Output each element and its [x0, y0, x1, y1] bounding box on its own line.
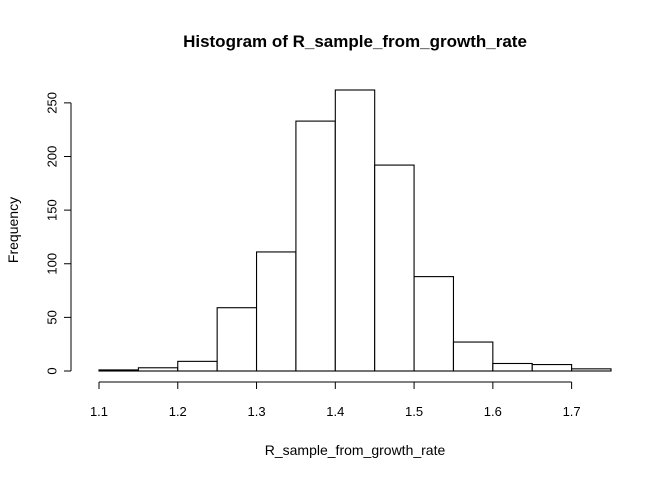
x-axis-label: R_sample_from_growth_rate: [265, 442, 446, 458]
histogram-bar-6: [334, 89, 376, 372]
histogram-bar-0: [98, 369, 139, 372]
x-tick-label-5: 1.6: [484, 404, 502, 419]
x-tick-label-2: 1.3: [247, 404, 265, 419]
y-tick-label-5: 250: [45, 92, 60, 114]
x-tick-label-6: 1.7: [563, 404, 581, 419]
y-tick-label-0: 0: [45, 367, 60, 374]
histogram-bar-4: [255, 251, 297, 372]
y-tick-label-4: 200: [45, 146, 60, 168]
histogram-bar-10: [492, 362, 533, 372]
histogram-bar-2: [177, 360, 218, 372]
histogram-bar-9: [452, 341, 494, 372]
histogram-bar-8: [413, 276, 455, 372]
histogram-bar-3: [216, 307, 258, 372]
y-tick-label-2: 100: [45, 253, 60, 275]
histogram-bars: [98, 89, 612, 372]
histogram-bar-12: [571, 368, 612, 372]
histogram-bar-11: [531, 364, 573, 372]
x-tick-label-4: 1.5: [405, 404, 423, 419]
y-axis: 0 50 100 150 200 250: [45, 92, 72, 375]
histogram-bar-7: [374, 164, 415, 372]
y-tick-label-1: 50: [45, 310, 60, 324]
y-tick-label-3: 150: [45, 199, 60, 221]
x-axis: 1.1 1.2 1.3 1.4 1.5 1.6 1.7: [90, 381, 581, 419]
y-axis-label: Frequency: [5, 197, 21, 263]
histogram-bar-5: [295, 120, 336, 372]
x-tick-label-1: 1.2: [169, 404, 187, 419]
chart-title: Histogram of R_sample_from_growth_rate: [183, 32, 527, 51]
x-tick-label-0: 1.1: [90, 404, 108, 419]
histogram-bar-1: [137, 367, 179, 372]
x-tick-label-3: 1.4: [326, 404, 344, 419]
